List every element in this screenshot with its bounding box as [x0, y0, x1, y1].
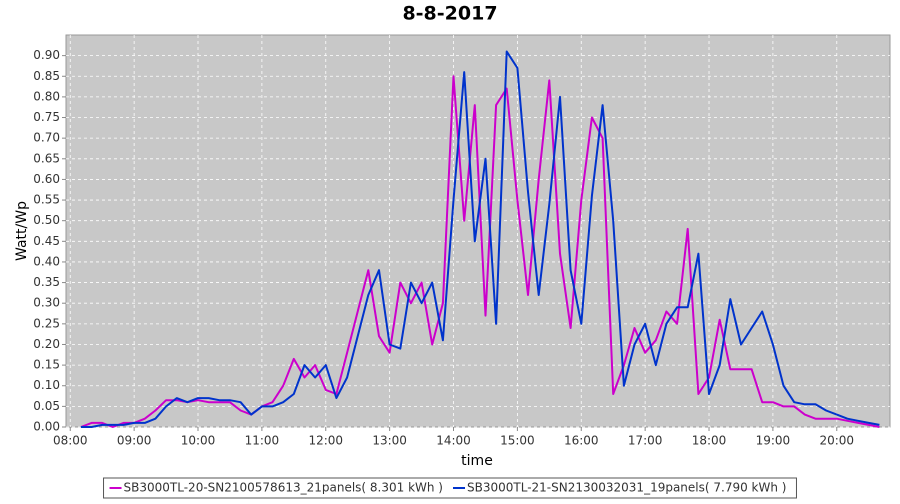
x-tick-label: 12:00	[308, 434, 343, 448]
y-tick-label: 0.15	[33, 358, 60, 372]
x-tick-label: 19:00	[756, 434, 791, 448]
x-tick-label: 15:00	[500, 434, 535, 448]
x-tick-label: 11:00	[245, 434, 280, 448]
series-line	[80, 50, 880, 428]
y-tick-label: 0.80	[33, 89, 60, 103]
chart-title: 8-8-2017	[402, 3, 497, 25]
y-tick-label: 0.00	[33, 420, 60, 434]
x-axis-label: time	[461, 453, 493, 469]
x-tick-label: 09:00	[117, 434, 152, 448]
x-tick-label: 13:00	[372, 434, 407, 448]
x-tick-label: 10:00	[181, 434, 216, 448]
y-tick-label: 0.65	[33, 151, 60, 165]
y-tick-label: 0.75	[33, 110, 60, 124]
y-tick-label: 0.70	[33, 131, 60, 145]
y-tick-label: 0.55	[33, 193, 60, 207]
x-tick-label: 16:00	[564, 434, 599, 448]
plot-area	[65, 34, 891, 428]
y-tick-label: 0.50	[33, 213, 60, 227]
x-tick-label: 20:00	[819, 434, 854, 448]
y-tick-label: 0.20	[33, 337, 60, 351]
legend-label: SB3000TL-21-SN2130032031_19panels( 7.790…	[467, 481, 786, 495]
y-tick-label: 0.90	[33, 48, 60, 62]
series-line	[80, 75, 880, 428]
x-tick-label: 18:00	[692, 434, 727, 448]
y-tick-label: 0.40	[33, 254, 60, 268]
y-tick-label: 0.25	[33, 316, 60, 330]
y-tick-label: 0.45	[33, 234, 60, 248]
y-tick-label: 0.60	[33, 172, 60, 186]
legend-box	[103, 477, 797, 499]
x-tick-label: 17:00	[628, 434, 663, 448]
y-tick-label: 0.30	[33, 296, 60, 310]
y-tick-label: 0.85	[33, 69, 60, 83]
x-tick-label: 14:00	[436, 434, 471, 448]
y-tick-label: 0.05	[33, 399, 60, 413]
y-tick-label: 0.10	[33, 378, 60, 392]
y-axis-label: Watt/Wp	[14, 201, 30, 261]
x-tick-label: 08:00	[53, 434, 88, 448]
legend-label: SB3000TL-20-SN2100578613_21panels( 8.301…	[124, 481, 443, 495]
y-tick-label: 0.35	[33, 275, 60, 289]
